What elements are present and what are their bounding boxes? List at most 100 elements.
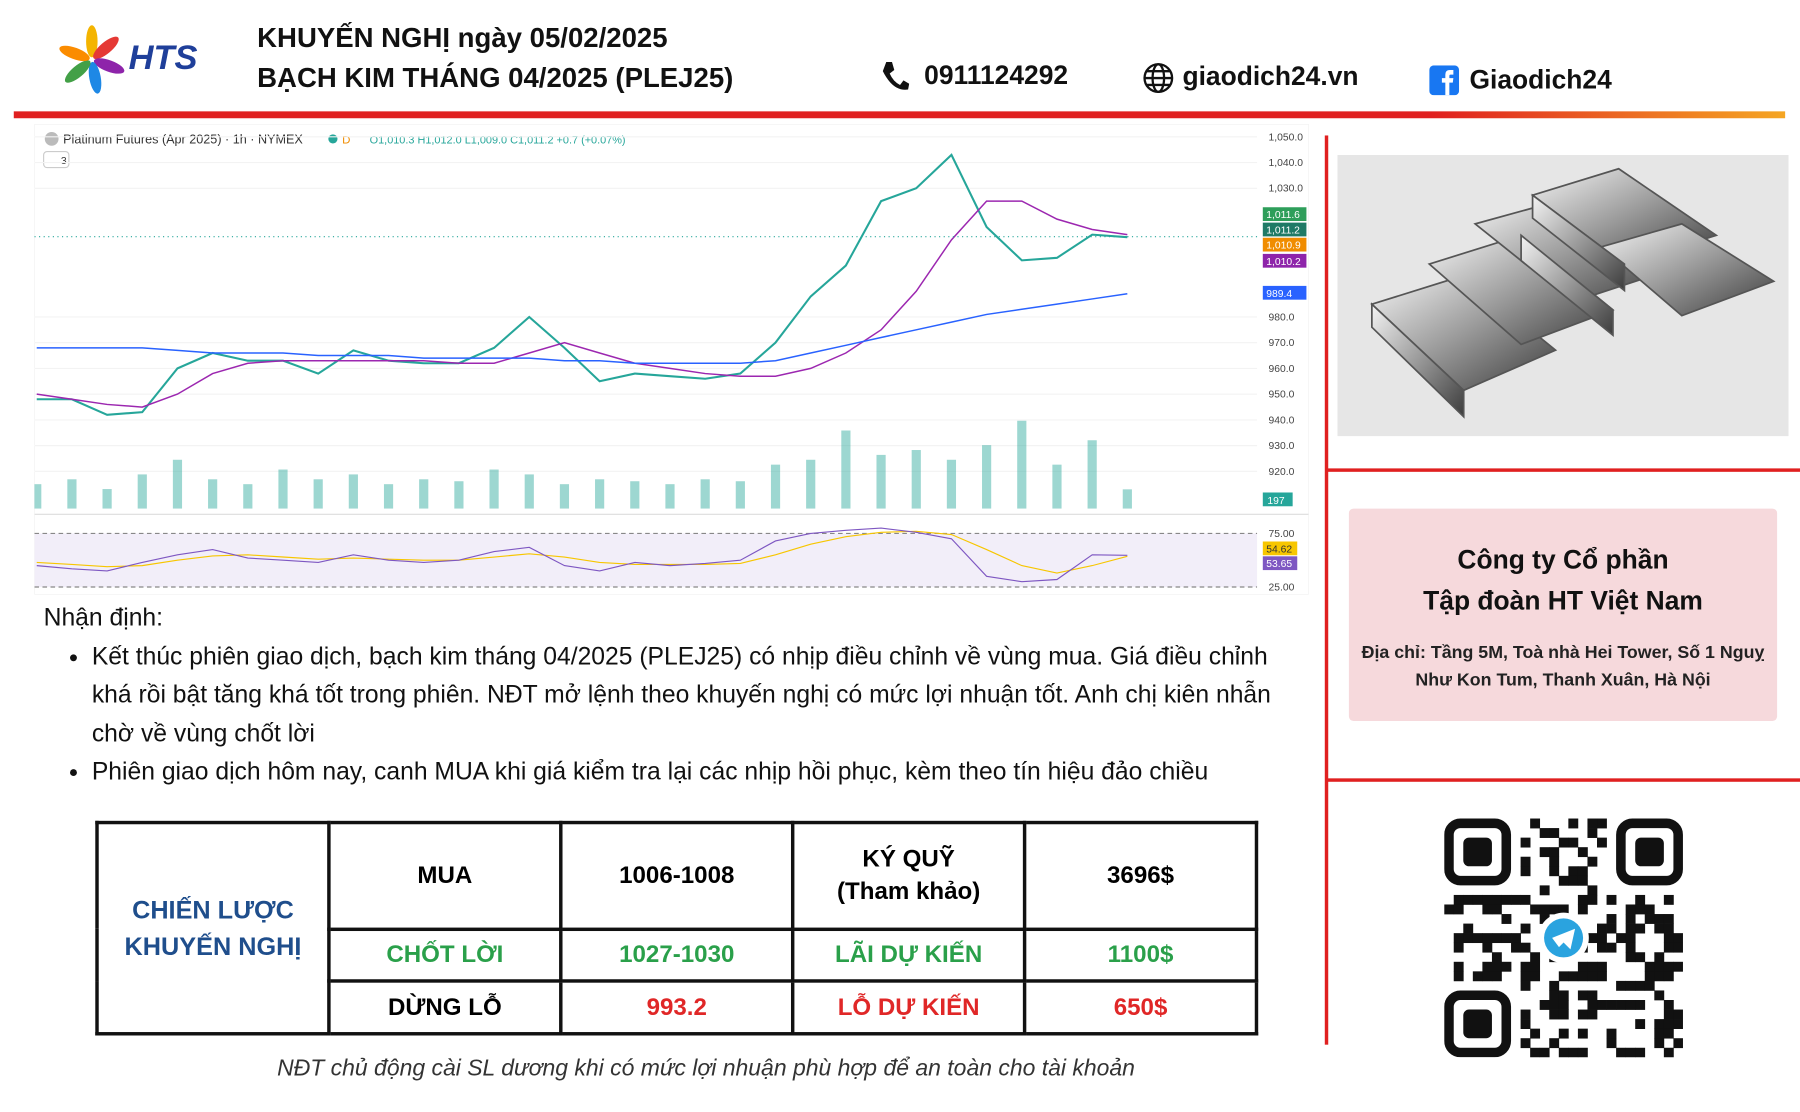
qr-module bbox=[1549, 856, 1560, 867]
qr-module bbox=[1663, 1047, 1674, 1058]
qr-module bbox=[1635, 980, 1646, 991]
qr-module bbox=[1530, 961, 1541, 972]
qr-module bbox=[1501, 894, 1512, 905]
qr-module bbox=[1625, 923, 1636, 934]
volume-bar bbox=[559, 484, 570, 509]
qr-module bbox=[1597, 923, 1607, 934]
qr-module bbox=[1501, 933, 1512, 944]
qr-module bbox=[1635, 923, 1646, 934]
qr-module bbox=[1530, 952, 1541, 963]
qr-finder bbox=[1616, 818, 1683, 886]
qr-module bbox=[1511, 942, 1521, 953]
rsi-badge-label: 53.65 bbox=[1266, 559, 1292, 570]
volume-bar bbox=[172, 459, 183, 509]
qr-module bbox=[1587, 1009, 1598, 1020]
volume-bar bbox=[1017, 420, 1027, 509]
qr-module bbox=[1597, 933, 1607, 944]
rsi-tick-label: 75.00 bbox=[1269, 529, 1295, 540]
qr-module bbox=[1654, 923, 1665, 934]
qr-module bbox=[1539, 914, 1550, 924]
volume-label: 197 bbox=[1267, 496, 1284, 507]
volume-bar bbox=[208, 479, 218, 509]
qr-module bbox=[1597, 961, 1607, 972]
qr-module bbox=[1520, 856, 1531, 867]
volume-badge bbox=[1262, 492, 1293, 507]
cell: KÝ QUỸ (Tham khảo) bbox=[790, 820, 1027, 931]
cell: 3696$ bbox=[1022, 820, 1259, 931]
qr-module bbox=[1635, 904, 1646, 915]
qr-module bbox=[1673, 942, 1683, 953]
company-address: Địa chỉ: Tầng 5M, Toà nhà Hei Tower, Số … bbox=[1361, 642, 1765, 690]
qr-module bbox=[1597, 942, 1607, 953]
qr-module bbox=[1539, 847, 1550, 858]
qr-module bbox=[1472, 933, 1483, 944]
volume-bar bbox=[67, 479, 77, 509]
title-line2: BẠCH KIM THÁNG 04/2025 (PLEJ25) bbox=[257, 63, 734, 95]
y-tick-label: 930.0 bbox=[1269, 441, 1295, 452]
website: giaodich24.vn bbox=[1182, 60, 1359, 91]
qr-module bbox=[1520, 923, 1531, 934]
qr-module bbox=[1654, 914, 1665, 924]
qr-module bbox=[1625, 904, 1636, 915]
qr-module bbox=[1491, 961, 1502, 972]
volume-bar bbox=[595, 479, 605, 509]
qr-module bbox=[1635, 894, 1646, 905]
qr-module bbox=[1568, 837, 1579, 848]
cell: 1027-1030 bbox=[559, 927, 795, 984]
qr-module bbox=[1463, 923, 1474, 934]
volume-bar bbox=[313, 479, 323, 509]
price-badge-label: 1,010.2 bbox=[1266, 257, 1301, 268]
qr-module bbox=[1654, 1038, 1665, 1049]
volume-bar bbox=[454, 481, 464, 509]
qr-module bbox=[1654, 990, 1665, 1001]
qr-module bbox=[1558, 971, 1569, 982]
qr-module bbox=[1606, 923, 1617, 934]
qr-module bbox=[1587, 828, 1598, 838]
qr-code bbox=[1444, 818, 1683, 1058]
volume-bar bbox=[1052, 464, 1062, 509]
rsi-line bbox=[36, 527, 1128, 583]
volume-bar bbox=[278, 469, 288, 509]
cell: DỪNG LỖ bbox=[327, 979, 563, 1036]
qr-module bbox=[1558, 837, 1569, 848]
qr-module bbox=[1587, 933, 1598, 944]
volume-bar bbox=[630, 481, 640, 509]
qr-module bbox=[1597, 999, 1607, 1010]
qr-module bbox=[1549, 980, 1560, 991]
qr-module bbox=[1520, 1009, 1531, 1020]
qr-module bbox=[1625, 914, 1636, 924]
qr-module bbox=[1616, 999, 1627, 1010]
qr-module bbox=[1520, 971, 1531, 982]
qr-module bbox=[1558, 1009, 1569, 1020]
y-tick-label: 920.0 bbox=[1269, 467, 1295, 478]
qr-module bbox=[1606, 1028, 1617, 1039]
volume-bar bbox=[911, 450, 921, 509]
cell: 1006-1008 bbox=[559, 820, 795, 931]
qr-module bbox=[1635, 1047, 1646, 1058]
qr-module bbox=[1558, 999, 1569, 1010]
qr-module bbox=[1520, 1019, 1531, 1029]
volume-bar bbox=[876, 454, 886, 509]
price-badge-label: 1,010.9 bbox=[1266, 241, 1301, 252]
qr-module bbox=[1663, 914, 1674, 924]
qr-module bbox=[1663, 894, 1674, 905]
qr-module bbox=[1549, 1038, 1560, 1049]
volume-bar bbox=[383, 484, 394, 509]
collapse-button[interactable] bbox=[43, 150, 70, 169]
qr-module bbox=[1587, 971, 1598, 982]
rsi-badge-label: 54.62 bbox=[1266, 544, 1292, 555]
price-badge-label: 1,011.2 bbox=[1266, 226, 1300, 237]
qr-module bbox=[1453, 894, 1464, 905]
qr-module bbox=[1654, 961, 1665, 972]
qr-module bbox=[1673, 1009, 1683, 1020]
qr-module bbox=[1530, 818, 1541, 829]
qr-module bbox=[1549, 828, 1560, 838]
y-tick-label: 1,050.0 bbox=[1269, 132, 1304, 143]
qr-module bbox=[1549, 999, 1560, 1010]
rsi-badge bbox=[1262, 556, 1298, 571]
qr-module bbox=[1568, 818, 1579, 829]
divider-vertical bbox=[1324, 135, 1329, 1045]
qr-module bbox=[1568, 1047, 1579, 1058]
qr-module bbox=[1597, 818, 1607, 829]
qr-module bbox=[1587, 856, 1598, 867]
